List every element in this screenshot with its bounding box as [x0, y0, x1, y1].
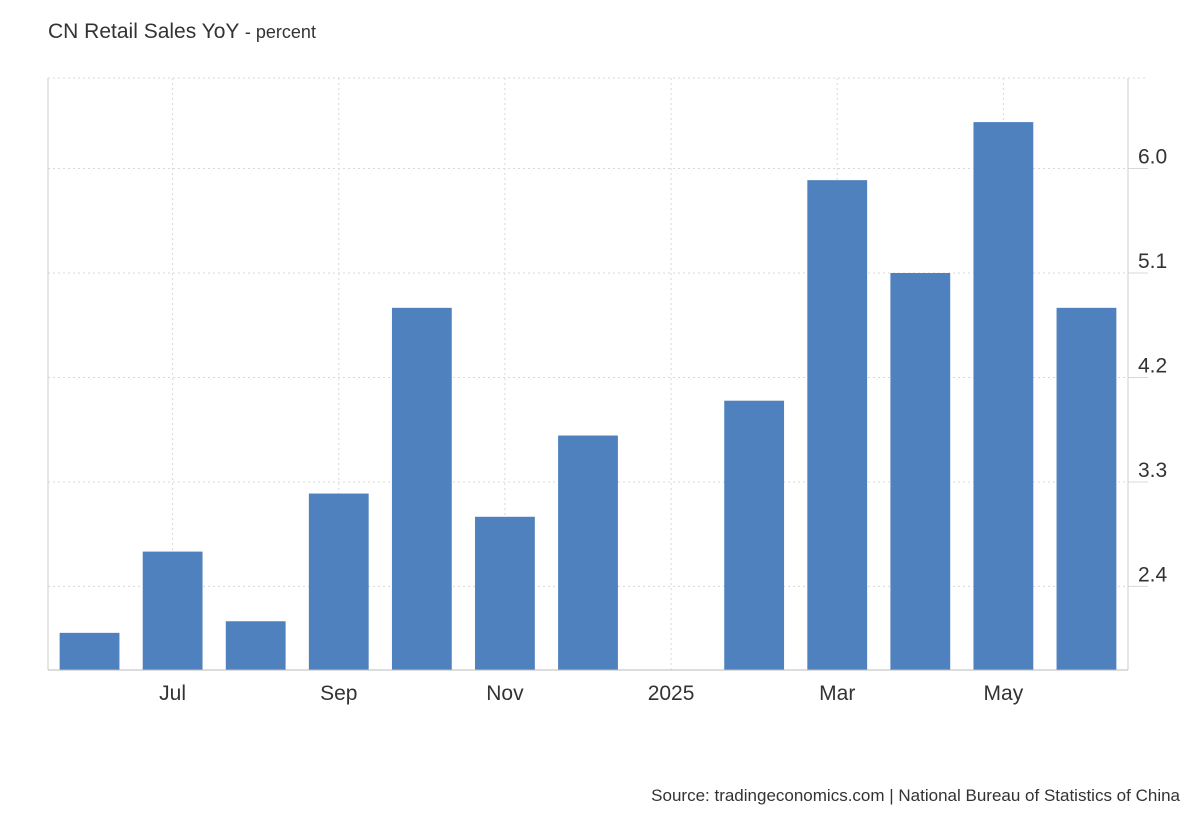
x-tick-label: Nov [486, 682, 524, 705]
x-tick-label: Mar [819, 682, 855, 705]
bar-2025-04 [890, 273, 951, 670]
y-tick-label: 3.3 [1138, 459, 1167, 482]
bar-2024-10 [391, 307, 452, 670]
y-tick-label: 4.2 [1138, 354, 1167, 377]
chart-axes [47, 78, 1129, 671]
bar-2024-09 [308, 493, 369, 670]
x-tick-label: 2025 [648, 682, 695, 705]
bar-2025-03 [807, 180, 868, 670]
y-axis-labels: 2.4 3.3 4.2 5.1 6.0 [1138, 146, 1168, 587]
bar-2024-06 [59, 632, 120, 670]
source-note: Source: tradingeconomics.com | National … [651, 786, 1180, 805]
chart-bars [59, 122, 1117, 670]
x-axis-labels: Jul Sep Nov 2025 Mar May [159, 682, 1024, 705]
bar-2024-08 [225, 621, 286, 670]
bar-2024-11 [475, 516, 535, 670]
x-tick-label: Jul [159, 682, 186, 705]
bar-2025-05 [973, 122, 1034, 670]
chart-title-text: CN Retail Sales YoY [48, 20, 240, 43]
y-tick-label: 5.1 [1138, 250, 1167, 273]
chart-title: CN Retail Sales YoY - percent [48, 20, 316, 44]
bar-2024-07 [142, 551, 203, 670]
y-tick-label: 6.0 [1138, 146, 1167, 169]
bar-2025-06 [1056, 307, 1117, 670]
x-tick-label: May [984, 682, 1024, 705]
y-tick-label: 2.4 [1138, 563, 1168, 586]
x-tick-label: Sep [320, 682, 357, 705]
chart-subtitle: - percent [244, 22, 316, 42]
bar-2024-12 [558, 435, 618, 670]
bar-2025-02 [724, 400, 785, 670]
